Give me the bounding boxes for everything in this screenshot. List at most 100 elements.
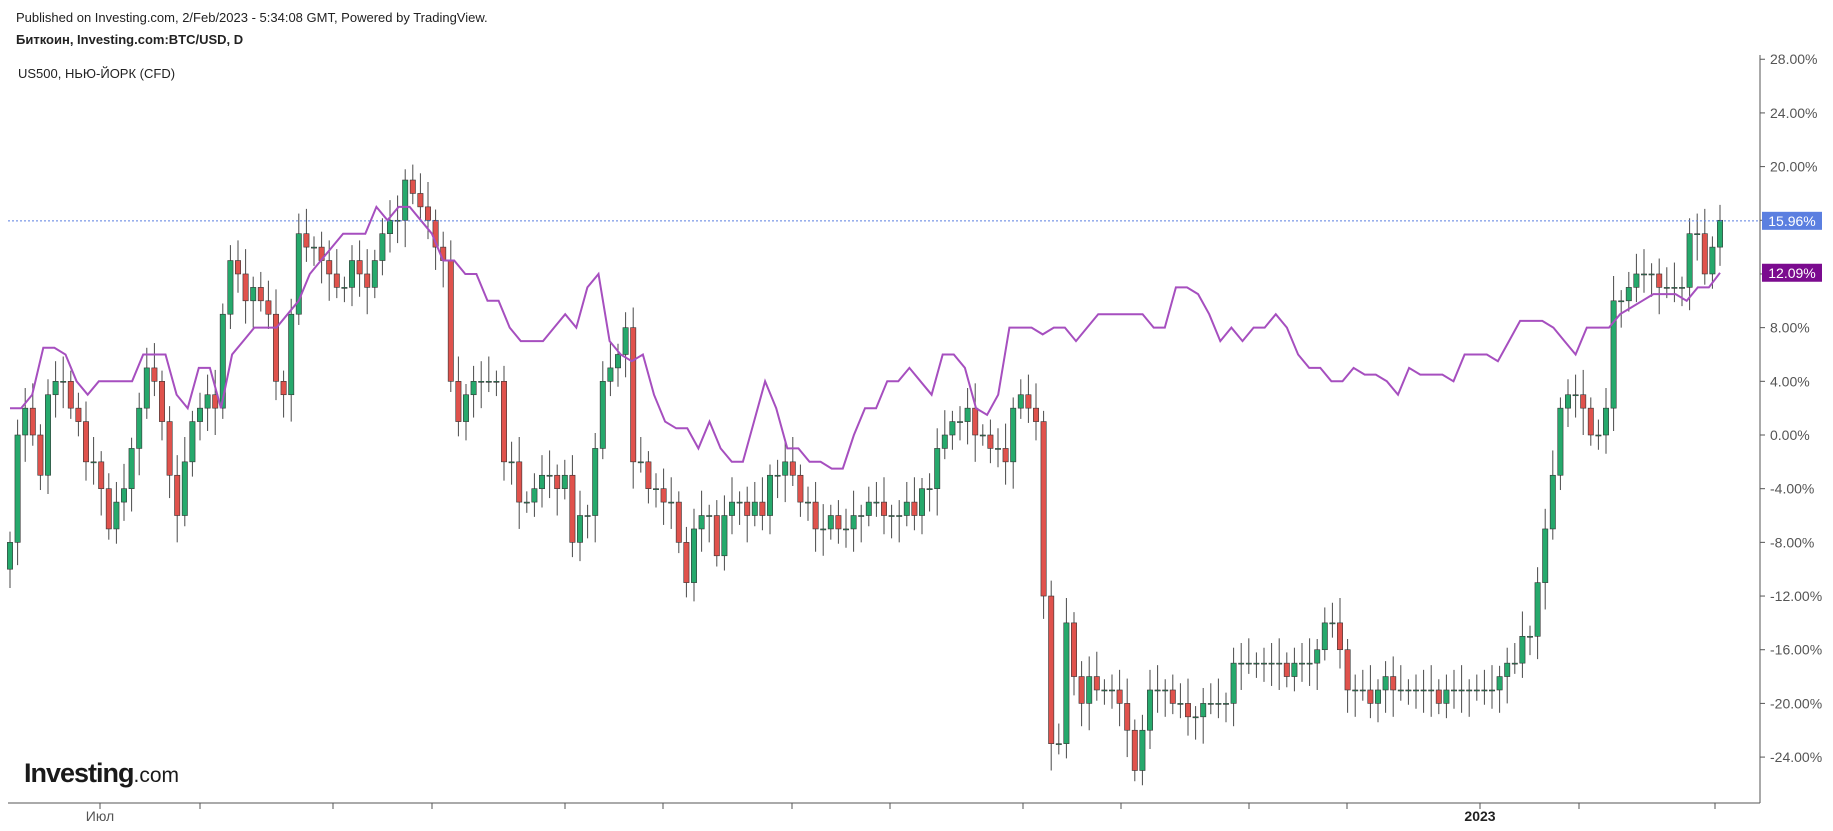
candle-body xyxy=(166,421,173,476)
candle-body xyxy=(1245,662,1252,665)
candle-body xyxy=(447,260,454,382)
candle-body xyxy=(653,488,659,490)
candle-body xyxy=(478,381,485,383)
candle-body xyxy=(691,528,697,583)
candle-body xyxy=(751,501,758,516)
candle-body xyxy=(1435,689,1442,704)
candle-body xyxy=(812,501,819,530)
candle-body xyxy=(14,434,21,543)
candle-body xyxy=(1603,407,1609,436)
candle-body xyxy=(273,313,279,382)
candle-body xyxy=(45,394,51,476)
candle-body xyxy=(379,233,386,261)
candle-body xyxy=(1420,689,1427,692)
candle-body xyxy=(1010,407,1017,463)
candle-body xyxy=(1230,662,1237,704)
candle-body xyxy=(1359,689,1366,692)
candle-body xyxy=(1618,300,1625,303)
candle-body xyxy=(37,434,44,476)
candle-body xyxy=(668,501,675,504)
candle-body xyxy=(288,313,295,396)
candle-body xyxy=(1261,662,1267,665)
candle-body xyxy=(341,287,348,289)
candle-body xyxy=(1633,273,1640,288)
candle-body xyxy=(417,193,424,208)
candle-body xyxy=(1587,407,1594,436)
candle-body xyxy=(143,367,150,409)
candle-body xyxy=(197,407,203,422)
candle-body xyxy=(1405,689,1412,692)
candle-body xyxy=(113,501,120,530)
candle-body xyxy=(1572,394,1579,397)
candle-body xyxy=(1109,689,1115,692)
candle-body xyxy=(1177,703,1184,705)
logo-main: Investing xyxy=(24,758,135,788)
candle-body xyxy=(721,515,728,557)
candle-body xyxy=(311,246,317,249)
candle-body xyxy=(219,313,226,409)
candle-body xyxy=(774,474,781,477)
candle-body xyxy=(645,461,652,489)
candle-body xyxy=(1131,729,1138,771)
candle-body xyxy=(1610,300,1617,409)
candle-body xyxy=(128,448,135,489)
candle-body xyxy=(607,367,614,382)
candle-body xyxy=(926,488,933,490)
candle-body xyxy=(835,515,842,530)
candle-body xyxy=(858,515,865,517)
candle-body xyxy=(402,179,409,221)
candle-body xyxy=(1428,689,1435,692)
logo-suffix: .com xyxy=(133,764,180,787)
candle-body xyxy=(759,501,766,516)
candle-body xyxy=(105,488,112,530)
candle-body xyxy=(136,407,143,449)
candle-body xyxy=(1413,689,1419,692)
candle-body xyxy=(1481,689,1488,692)
overlay-legend[interactable]: US500, НЬЮ-ЙОРК (CFD) xyxy=(18,66,176,81)
candle-body xyxy=(29,407,36,436)
candle-body xyxy=(83,421,89,463)
candle-body xyxy=(22,407,29,436)
candle-body xyxy=(349,260,355,288)
candle-body xyxy=(356,260,363,275)
candle-body xyxy=(1504,662,1511,677)
candle-body xyxy=(1215,703,1222,705)
published-note: Published on Investing.com, 2/Feb/2023 -… xyxy=(16,10,488,25)
candle-body xyxy=(227,260,234,315)
candle-body xyxy=(1055,743,1062,745)
candle-body xyxy=(789,461,796,476)
candle-body xyxy=(1253,662,1260,665)
candle-body xyxy=(371,260,378,288)
candle-body xyxy=(516,461,523,503)
candle-body xyxy=(303,233,310,248)
y-tick-label: 20.00% xyxy=(1770,159,1817,175)
candle-body xyxy=(995,448,1001,450)
candle-body xyxy=(159,381,165,422)
candle-body xyxy=(797,474,804,503)
candle-body xyxy=(1694,233,1701,235)
candle-body xyxy=(706,515,713,517)
candle-body xyxy=(1033,407,1039,422)
candle-body xyxy=(637,461,644,464)
candle-body xyxy=(1443,689,1450,704)
candle-body xyxy=(729,501,735,516)
candle-body xyxy=(1040,421,1047,597)
y-tick-label: -12.00% xyxy=(1770,588,1822,604)
candle-body xyxy=(1071,622,1077,677)
candle-body xyxy=(1511,662,1518,665)
symbol-title: Биткоин, Investing.com:BTC/USD, D xyxy=(16,32,244,47)
candle-body xyxy=(805,501,811,504)
candle-body xyxy=(151,367,158,382)
candle-body xyxy=(242,273,249,302)
candle-body xyxy=(1489,689,1495,692)
candle-body xyxy=(698,515,705,530)
y-tick-label: 8.00% xyxy=(1770,320,1810,336)
candle-body xyxy=(744,501,751,516)
candle-body xyxy=(1656,273,1663,288)
candle-body xyxy=(1466,689,1473,692)
candle-body xyxy=(1451,689,1457,692)
candle-body xyxy=(1671,287,1678,289)
candle-body xyxy=(7,542,13,570)
candle-body xyxy=(1321,622,1328,651)
